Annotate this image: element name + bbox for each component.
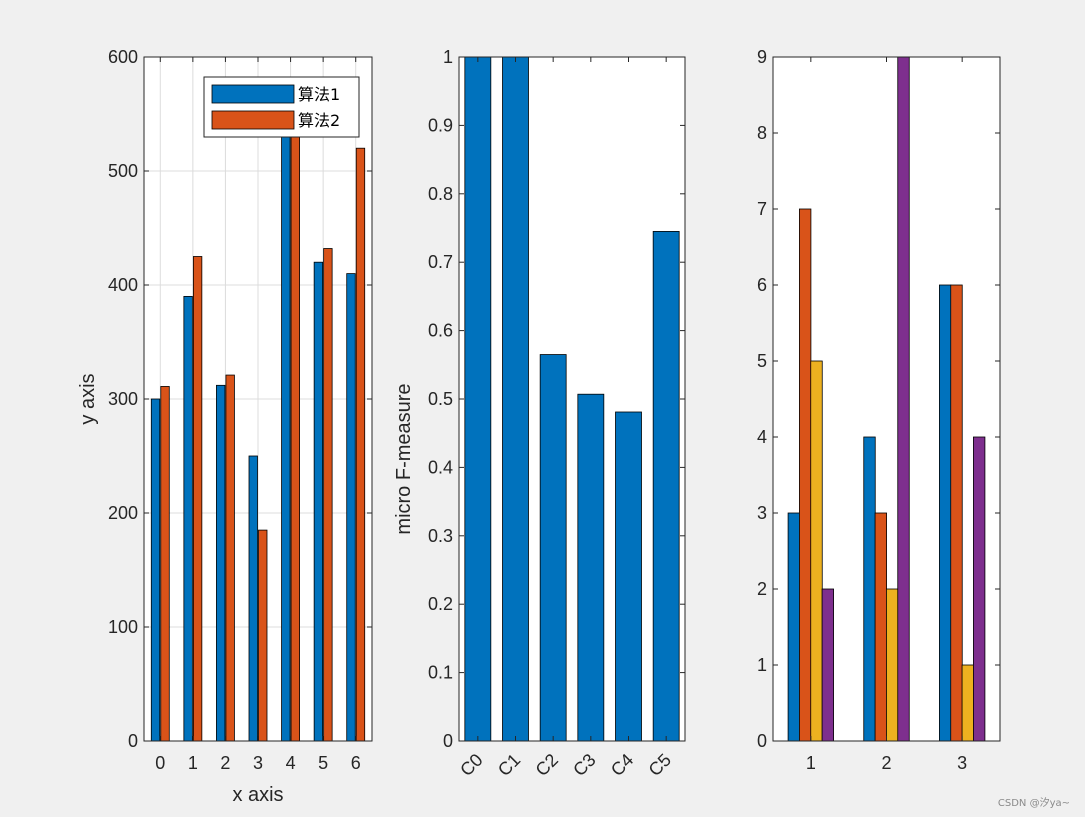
y-tick-label: 9: [757, 47, 767, 67]
y-tick-label: 600: [108, 47, 138, 67]
x-tick-label: C0: [456, 750, 486, 780]
bar-1-C3: [577, 393, 605, 742]
bar-1-3: [248, 455, 258, 742]
bar-2-1: [799, 208, 812, 742]
bar-4-3: [973, 436, 986, 742]
bar-2-2: [225, 374, 235, 742]
x-tick-label: 4: [286, 753, 296, 773]
bar-1-2: [216, 384, 226, 742]
bar-3-1: [810, 360, 823, 742]
bar-1-0: [150, 398, 161, 742]
y-tick-label: 0.8: [428, 184, 453, 204]
y-tick-label: 100: [108, 617, 138, 637]
x-tick-label: C1: [494, 750, 524, 780]
y-tick-label: 300: [108, 389, 138, 409]
bar-2-5: [323, 248, 333, 742]
watermark-text: CSDN @汐ya~: [998, 796, 1070, 809]
legend-swatch-1: [211, 84, 295, 104]
bar-1-C0: [464, 56, 492, 742]
y-tick-label: 6: [757, 275, 767, 295]
y-tick-label: 0.3: [428, 526, 453, 546]
y-tick-label: 0: [128, 731, 138, 751]
legend-label-2: 算法2: [298, 111, 340, 130]
y-tick-label: 0.7: [428, 252, 453, 272]
y-tick-label: 500: [108, 161, 138, 181]
bar-1-C4: [615, 411, 642, 742]
bar-1-2: [863, 436, 876, 742]
y-tick-label: 0.2: [428, 594, 453, 614]
bar-1-1: [183, 295, 193, 742]
x-tick-label: 3: [253, 753, 263, 773]
y-tick-label: 400: [108, 275, 138, 295]
plot-area: [459, 57, 685, 741]
legend-label-1: 算法1: [298, 85, 340, 104]
bar-1-C5: [652, 231, 680, 742]
bar-2-6: [355, 147, 366, 742]
y-tick-label: 5: [757, 351, 767, 371]
y-tick-label: 8: [757, 123, 767, 143]
y-tick-label: 7: [757, 199, 767, 219]
bar-3-3: [961, 664, 974, 742]
y-tick-label: 1: [757, 655, 767, 675]
bar-2-2: [874, 512, 887, 742]
x-tick-label: 6: [351, 753, 361, 773]
bar-3-2: [886, 588, 899, 742]
x-tick-label: 5: [318, 753, 328, 773]
y-tick-label: 3: [757, 503, 767, 523]
y-tick-label: 0.6: [428, 321, 453, 341]
y-tick-label: 4: [757, 427, 767, 447]
y-tick-label: 0: [757, 731, 767, 751]
x-tick-label: C2: [532, 750, 562, 780]
chart-2: 0 0.1 0.2 0.3 0.4 0.5 0.6 0.7 0.8 0.9 1 C0 C1 C2 C3 C4 C…: [393, 47, 686, 780]
bar-2-3: [258, 529, 268, 742]
legend-swatch-2: [211, 110, 295, 130]
y-axis-label: y axis: [77, 373, 99, 424]
bar-4-2: [897, 56, 910, 742]
x-tick-label: 1: [806, 753, 816, 773]
bar-1-6: [346, 273, 356, 742]
bar-1-1: [787, 512, 800, 742]
bar-1-C1: [502, 56, 529, 742]
chart-3: 0 1 2 3 4 5 6 7 8 9 1 2 3: [757, 47, 1001, 773]
x-tick-label: C4: [607, 750, 637, 780]
bar-2-4: [290, 107, 300, 742]
y-tick-label: 2: [757, 579, 767, 599]
x-tick-label: C3: [569, 750, 599, 780]
bar-2-0: [160, 386, 170, 742]
y-tick-label: 1: [443, 47, 453, 67]
x-tick-label: 2: [881, 753, 891, 773]
x-tick-label: 3: [957, 753, 967, 773]
y-tick-label: 0.4: [428, 457, 453, 477]
y-axis-label: micro F-measure: [393, 383, 415, 534]
y-tick-label: 0.1: [428, 663, 453, 683]
bar-1-C2: [539, 354, 567, 742]
bar-4-1: [821, 588, 834, 742]
chart-1: 0 100 200 300 400 500 600 0 1 2 3 4 5 6 x axis y axis 算法…: [77, 47, 373, 806]
bar-2-1: [192, 256, 203, 742]
x-tick-label: 1: [188, 753, 198, 773]
x-tick-label: 0: [155, 753, 165, 773]
bar-1-3: [939, 284, 952, 742]
y-tick-label: 0.9: [428, 115, 453, 135]
y-tick-label: 0.5: [428, 389, 453, 409]
x-tick-label: C5: [645, 750, 675, 780]
y-tick-label: 0: [443, 731, 453, 751]
x-tick-label: 2: [220, 753, 230, 773]
bar-1-4: [281, 102, 291, 742]
bar-2-3: [950, 284, 963, 742]
x-axis-label: x axis: [232, 784, 283, 806]
bar-1-5: [313, 261, 324, 742]
y-tick-label: 200: [108, 503, 138, 523]
